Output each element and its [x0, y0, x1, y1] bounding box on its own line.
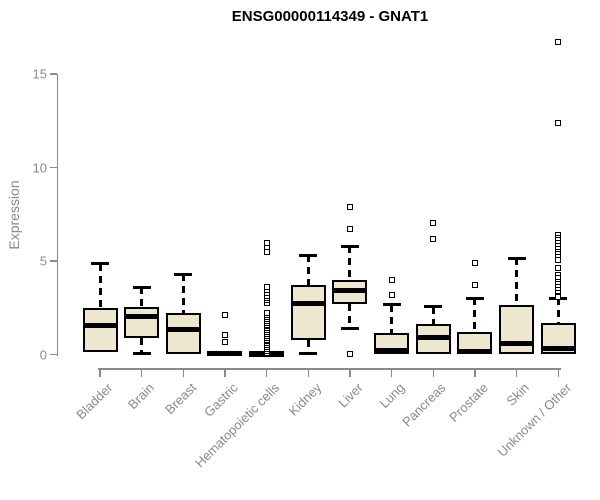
x-axis-tick: [265, 369, 268, 377]
x-axis-tick: [349, 369, 351, 377]
box: [165, 313, 201, 355]
x-axis-tick: [432, 369, 435, 377]
median-line: [457, 349, 493, 355]
upper-whisker-cap: [507, 256, 526, 260]
lower-whisker-cap: [299, 352, 318, 356]
outlier-point: [555, 39, 562, 46]
outlier-point: [263, 310, 270, 317]
outlier-point: [221, 339, 228, 346]
outlier-point: [555, 264, 562, 271]
outlier-point: [346, 350, 353, 357]
x-axis-tick: [99, 369, 101, 377]
upper-whisker-cap: [174, 272, 193, 276]
outlier-point: [263, 284, 270, 291]
median-line: [415, 335, 451, 341]
x-tick-label: Kidney: [285, 380, 324, 419]
median-line: [82, 323, 118, 328]
x-tick-label: Lung: [376, 380, 408, 412]
upper-whisker: [556, 298, 560, 323]
upper-whisker-cap: [465, 296, 484, 300]
upper-whisker: [348, 246, 352, 280]
upper-whisker-cap: [424, 305, 443, 309]
median-line: [540, 346, 576, 352]
x-tick-label: Pancreas: [399, 380, 449, 430]
outlier-point: [346, 226, 353, 233]
y-tick-label: 10: [32, 160, 47, 175]
x-tick-label: Unknown / Other: [494, 380, 574, 460]
y-tick-label: 5: [39, 253, 47, 269]
x-axis-tick: [515, 369, 518, 377]
x-axis-tick: [182, 369, 185, 377]
outlier-point: [555, 257, 562, 264]
median-line: [290, 300, 326, 306]
box: [124, 306, 160, 338]
x-axis-tick: [307, 369, 310, 377]
lower-whisker: [306, 340, 310, 354]
y-axis-tick: [50, 260, 57, 262]
lower-whisker: [140, 337, 144, 354]
box: [499, 304, 535, 355]
outlier-point: [221, 312, 228, 319]
x-axis-tick: [224, 369, 226, 377]
x-axis-tick: [557, 369, 559, 377]
median-line: [499, 340, 535, 346]
upper-whisker: [306, 255, 310, 286]
median-line: [124, 313, 160, 319]
upper-whisker-cap: [382, 303, 401, 307]
x-tick-label: Gastric: [200, 380, 241, 420]
lower-whisker-cap: [132, 352, 151, 356]
median-line: [332, 288, 368, 294]
chart-title: ENSG00000114349 - GNAT1: [231, 8, 429, 25]
outlier-point: [430, 235, 437, 242]
x-tick-label: Prostate: [445, 380, 491, 425]
y-tick-label: 15: [32, 66, 47, 82]
outlier-point: [555, 119, 562, 126]
outlier-point: [388, 276, 395, 283]
upper-whisker-cap: [91, 262, 109, 266]
y-axis-tick: [50, 166, 57, 169]
x-axis-tick: [390, 369, 393, 377]
median-line: [207, 351, 243, 357]
lower-whisker-cap: [340, 326, 359, 330]
x-axis-tick: [140, 369, 143, 377]
x-tick-label: Skin: [503, 380, 533, 409]
outlier-point: [388, 291, 395, 298]
x-tick-label: Liver: [335, 380, 366, 411]
outlier-point: [346, 203, 353, 210]
outlier-point: [555, 294, 562, 301]
y-axis-tick: [50, 73, 57, 75]
y-axis-tick: [50, 353, 57, 356]
outlier-point: [471, 259, 478, 266]
box: [290, 285, 326, 341]
upper-whisker: [98, 263, 102, 308]
box: [82, 307, 118, 352]
outlier-point: [263, 240, 270, 247]
upper-whisker-cap: [299, 253, 318, 257]
upper-whisker-cap: [340, 244, 359, 248]
lower-whisker: [348, 304, 352, 329]
upper-whisker: [140, 287, 144, 307]
upper-whisker: [181, 274, 185, 314]
median-line: [165, 326, 201, 332]
y-axis-label: Expression: [6, 180, 22, 250]
x-tick-label: Bladder: [73, 380, 116, 423]
x-axis-tick: [474, 369, 476, 377]
upper-whisker-cap: [132, 285, 151, 289]
x-tick-label: Breast: [161, 380, 199, 418]
outlier-point: [221, 331, 228, 338]
upper-whisker: [431, 306, 435, 324]
upper-whisker: [515, 258, 519, 305]
x-axis-line: [98, 368, 561, 370]
median-line: [374, 348, 410, 354]
y-tick-label: 0: [39, 347, 47, 362]
x-tick-label: Brain: [125, 380, 158, 413]
outlier-point: [430, 219, 437, 226]
upper-whisker: [390, 304, 394, 333]
outlier-point: [471, 282, 478, 289]
y-axis-line: [56, 74, 58, 356]
upper-whisker: [473, 298, 477, 333]
